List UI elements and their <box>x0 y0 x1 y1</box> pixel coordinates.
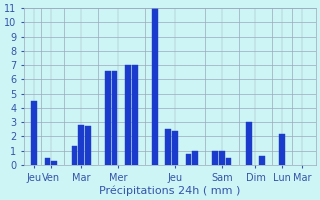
Bar <box>192 151 198 165</box>
Bar <box>112 71 117 165</box>
Bar <box>152 8 158 165</box>
Bar <box>165 129 171 165</box>
Bar <box>52 161 57 165</box>
Bar <box>246 122 252 165</box>
Bar <box>78 125 84 165</box>
Bar <box>172 131 178 165</box>
Bar <box>31 101 37 165</box>
Bar <box>279 134 285 165</box>
Bar <box>212 151 218 165</box>
Bar <box>85 126 91 165</box>
Bar <box>132 65 138 165</box>
Bar <box>125 65 131 165</box>
Bar <box>71 146 77 165</box>
X-axis label: Précipitations 24h ( mm ): Précipitations 24h ( mm ) <box>99 185 241 196</box>
Bar <box>105 71 111 165</box>
Bar <box>259 156 265 165</box>
Bar <box>226 158 231 165</box>
Bar <box>219 151 225 165</box>
Bar <box>45 158 50 165</box>
Bar <box>186 154 191 165</box>
